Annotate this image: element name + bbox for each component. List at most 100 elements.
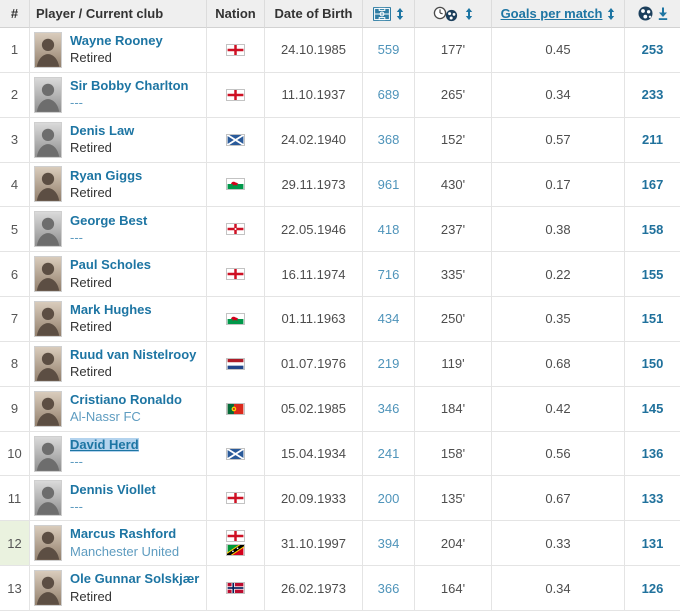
- current-club: Retired: [70, 319, 112, 335]
- appearances-cell: 219: [363, 341, 415, 387]
- goals-value: 167: [625, 163, 680, 208]
- flag-england-icon: [226, 268, 245, 281]
- football-pitch-icon: [373, 6, 391, 21]
- column-header-goals[interactable]: [625, 0, 680, 28]
- player-name-link[interactable]: Ryan Giggs: [70, 167, 143, 183]
- player-photo[interactable]: [34, 435, 62, 472]
- player-photo[interactable]: [34, 256, 62, 293]
- player-photo[interactable]: [34, 166, 62, 203]
- appearances-link[interactable]: 434: [377, 311, 400, 327]
- player-name-link[interactable]: Paul Scholes: [70, 257, 151, 273]
- flag-england-icon: [226, 492, 245, 505]
- column-header-nation: Nation: [207, 0, 265, 28]
- appearances-link[interactable]: 366: [377, 580, 400, 596]
- table-row: 3 Denis Law Retired 24.02.1940 368 152' …: [0, 117, 680, 163]
- player-name-link[interactable]: Mark Hughes: [70, 302, 152, 318]
- column-header-appearances[interactable]: [363, 0, 415, 28]
- appearances-link[interactable]: 418: [377, 221, 400, 237]
- rank-value: 2: [10, 87, 19, 103]
- current-club[interactable]: ---: [70, 498, 83, 514]
- date-of-birth: 01.07.1976: [265, 341, 363, 387]
- appearances-link[interactable]: 346: [377, 401, 400, 417]
- player-photo[interactable]: [34, 121, 62, 158]
- appearances-cell: 716: [363, 252, 415, 298]
- rank-cell: 11: [0, 476, 30, 522]
- sort-updown-icon[interactable]: [465, 7, 473, 20]
- player-photo[interactable]: [34, 31, 62, 68]
- current-club: Retired: [70, 588, 112, 604]
- minutes-per-goal: 430': [415, 162, 492, 208]
- minutes-per-goal: 265': [415, 72, 492, 118]
- player-name-link[interactable]: Marcus Rashford: [70, 526, 177, 542]
- current-club[interactable]: ---: [70, 95, 83, 111]
- player-photo[interactable]: [34, 345, 62, 382]
- appearances-cell: 366: [363, 566, 415, 611]
- current-club: Retired: [70, 274, 112, 290]
- appearances-link[interactable]: 219: [377, 356, 400, 372]
- player-photo[interactable]: [34, 76, 62, 113]
- flag-scotland-icon: [226, 133, 245, 146]
- sort-descending-icon[interactable]: [658, 7, 668, 20]
- appearances-link[interactable]: 368: [377, 132, 400, 148]
- table-row: 11 Dennis Viollet --- 20.09.1933 200 135…: [0, 476, 680, 522]
- player-photo[interactable]: [34, 211, 62, 248]
- goals-per-match-value: 0.38: [492, 207, 625, 253]
- player-name-link[interactable]: Dennis Viollet: [70, 481, 156, 497]
- column-header-player: Player / Current club: [30, 0, 207, 28]
- column-header-goals-per-match[interactable]: Goals per match: [492, 0, 625, 28]
- appearances-link[interactable]: 689: [377, 87, 400, 103]
- goals-per-match-value: 0.68: [492, 341, 625, 387]
- appearances-link[interactable]: 961: [377, 176, 400, 192]
- player-name-link[interactable]: George Best: [70, 212, 148, 228]
- date-of-birth: 31.10.1997: [265, 521, 363, 567]
- appearances-link[interactable]: 241: [377, 446, 400, 462]
- player-photo[interactable]: [34, 525, 62, 562]
- minutes-per-goal: 158': [415, 431, 492, 477]
- player-header-label: Player / Current club: [36, 6, 164, 21]
- player-name-link[interactable]: Ole Gunnar Solskjær: [70, 571, 200, 587]
- current-club[interactable]: Manchester United: [70, 543, 180, 559]
- rank-value: 8: [10, 356, 19, 372]
- player-photo[interactable]: [34, 300, 62, 337]
- player-info: Cristiano Ronaldo Al-Nassr FC: [70, 391, 182, 425]
- rank-value: 9: [10, 401, 19, 417]
- player-name-link[interactable]: Sir Bobby Charlton: [70, 77, 189, 93]
- appearances-link[interactable]: 200: [377, 490, 400, 506]
- table-row: 2 Sir Bobby Charlton --- 11.10.1937 689 …: [0, 72, 680, 118]
- player-photo[interactable]: [34, 480, 62, 517]
- player-cell: George Best ---: [30, 207, 207, 253]
- player-name-link[interactable]: Cristiano Ronaldo: [70, 391, 182, 407]
- sort-updown-icon[interactable]: [607, 7, 615, 20]
- sort-updown-icon[interactable]: [396, 7, 404, 20]
- dob-header-label: Date of Birth: [274, 6, 353, 21]
- column-header-minutes-per-goal[interactable]: [415, 0, 492, 28]
- rank-cell: 13: [0, 566, 30, 611]
- player-name-link[interactable]: Ruud van Nistelrooy: [70, 347, 197, 363]
- goals-per-match-header-link[interactable]: Goals per match: [500, 6, 603, 21]
- player-name-link[interactable]: Denis Law: [70, 122, 135, 138]
- player-photo[interactable]: [34, 390, 62, 427]
- player-name-link[interactable]: Wayne Rooney: [70, 33, 163, 49]
- flag-portugal-icon: [226, 402, 245, 415]
- goals-value: 158: [625, 207, 680, 253]
- date-of-birth: 11.10.1937: [265, 72, 363, 118]
- rank-value: 3: [10, 132, 19, 148]
- appearances-link[interactable]: 716: [377, 266, 400, 282]
- flag-netherlands-icon: [226, 357, 245, 370]
- rank-value: 10: [7, 446, 22, 462]
- date-of-birth: 16.11.1974: [265, 252, 363, 298]
- player-name-link[interactable]: David Herd: [70, 436, 139, 453]
- current-club[interactable]: ---: [70, 454, 83, 470]
- appearances-cell: 241: [363, 431, 415, 477]
- player-photo[interactable]: [34, 570, 62, 607]
- date-of-birth: 01.11.1963: [265, 297, 363, 342]
- rank-cell: 7: [0, 297, 30, 342]
- minutes-per-goal: 250': [415, 297, 492, 342]
- appearances-link[interactable]: 394: [377, 535, 400, 551]
- player-info: Marcus Rashford Manchester United: [70, 527, 179, 559]
- appearances-link[interactable]: 559: [377, 42, 400, 58]
- current-club[interactable]: ---: [70, 229, 83, 245]
- football-icon: [638, 6, 653, 21]
- current-club[interactable]: Al-Nassr FC: [70, 409, 141, 425]
- player-info: George Best ---: [70, 212, 148, 246]
